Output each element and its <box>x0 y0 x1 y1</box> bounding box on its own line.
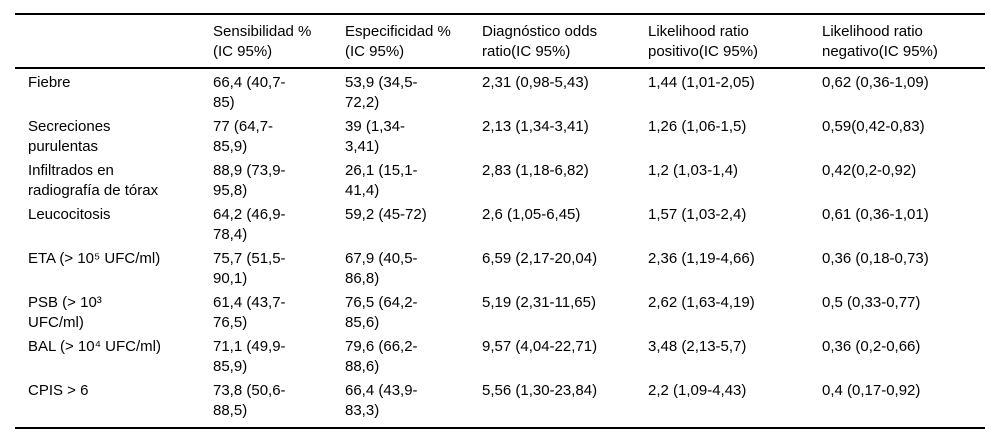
data-cell: 0,61 (0,36-1,01) <box>822 206 929 223</box>
data-cell: 71,1 (49,9- 85,9) <box>213 338 286 375</box>
row-label: CPIS > 6 <box>28 382 89 399</box>
table-row-cpis: CPIS > 6 73,8 (50,6- 88,5) 66,4 (43,9- 8… <box>15 377 985 428</box>
data-cell: 0,62 (0,36-1,09) <box>822 74 929 91</box>
data-cell: 0,36 (0,2-0,66) <box>822 338 921 355</box>
data-cell: 2,83 (1,18-6,82) <box>482 162 589 179</box>
data-cell: 0,5 (0,33-0,77) <box>822 294 921 311</box>
data-cell: 1,57 (1,03-2,4) <box>648 206 747 223</box>
header-row: Sensibilidad % (IC 95%) Especificidad % … <box>15 14 985 69</box>
row-label: BAL (> 10⁴ UFC/ml) <box>28 338 162 355</box>
row-label: Infiltrados en radiografía de tórax <box>28 162 159 199</box>
diagnostic-accuracy-table: Sensibilidad % (IC 95%) Especificidad % … <box>15 13 985 429</box>
row-label: Fiebre <box>28 74 71 91</box>
data-cell: 0,42(0,2-0,92) <box>822 162 917 179</box>
data-cell: 77 (64,7- 85,9) <box>213 118 274 155</box>
data-cell: 67,9 (40,5- 86,8) <box>345 250 418 287</box>
data-cell: 0,36 (0,18-0,73) <box>822 250 929 267</box>
table-row-leucocitosis: Leucocitosis 64,2 (46,9- 78,4) 59,2 (45-… <box>15 201 985 245</box>
data-cell: 79,6 (66,2- 88,6) <box>345 338 418 375</box>
data-cell: 76,5 (64,2- 85,6) <box>345 294 418 331</box>
row-label: Leucocitosis <box>28 206 111 223</box>
data-cell: 3,48 (2,13-5,7) <box>648 338 747 355</box>
data-cell: 64,2 (46,9- 78,4) <box>213 206 286 243</box>
data-cell: 5,56 (1,30-23,84) <box>482 382 598 399</box>
column-header-lr-negativo: Likelihood ratio negativo(IC 95%) <box>822 14 985 69</box>
data-cell: 26,1 (15,1- 41,4) <box>345 162 418 199</box>
data-cell: 2,6 (1,05-6,45) <box>482 206 581 223</box>
data-cell: 75,7 (51,5- 90,1) <box>213 250 286 287</box>
column-header-lr-positivo: Likelihood ratio positivo(IC 95%) <box>648 14 822 69</box>
data-cell: 2,62 (1,63-4,19) <box>648 294 755 311</box>
table-row-eta: ETA (> 10⁵ UFC/ml) 75,7 (51,5- 90,1) 67,… <box>15 245 985 289</box>
table-row-bal: BAL (> 10⁴ UFC/ml) 71,1 (49,9- 85,9) 79,… <box>15 333 985 377</box>
table-row-secreciones: Secreciones purulentas 77 (64,7- 85,9) 3… <box>15 113 985 157</box>
data-cell: 2,36 (1,19-4,66) <box>648 250 755 267</box>
column-header-especificidad: Especificidad % (IC 95%) <box>345 14 482 69</box>
data-cell: 53,9 (34,5- 72,2) <box>345 74 418 111</box>
row-label: PSB (> 10³ UFC/ml) <box>28 294 102 331</box>
data-cell: 66,4 (40,7- 85) <box>213 74 286 111</box>
data-cell: 1,44 (1,01-2,05) <box>648 74 755 91</box>
data-cell: 0,4 (0,17-0,92) <box>822 382 921 399</box>
data-cell: 5,19 (2,31-11,65) <box>482 294 596 311</box>
data-cell: 1,2 (1,03-1,4) <box>648 162 739 179</box>
column-header-odds-ratio: Diagnóstico odds ratio(IC 95%) <box>482 14 648 69</box>
data-cell: 0,59(0,42-0,83) <box>822 118 925 135</box>
data-cell: 2,31 (0,98-5,43) <box>482 74 589 91</box>
data-cell: 2,2 (1,09-4,43) <box>648 382 747 399</box>
data-cell: 2,13 (1,34-3,41) <box>482 118 589 135</box>
column-header-empty <box>15 14 213 69</box>
data-cell: 59,2 (45-72) <box>345 206 427 223</box>
data-cell: 66,4 (43,9- 83,3) <box>345 382 418 419</box>
row-label: Secreciones purulentas <box>28 118 111 155</box>
data-cell: 39 (1,34- 3,41) <box>345 118 406 155</box>
data-cell: 73,8 (50,6- 88,5) <box>213 382 286 419</box>
table-row-fiebre: Fiebre 66,4 (40,7- 85) 53,9 (34,5- 72,2)… <box>15 68 985 113</box>
row-label: ETA (> 10⁵ UFC/ml) <box>28 250 161 267</box>
data-cell: 61,4 (43,7- 76,5) <box>213 294 286 331</box>
table-row-psb: PSB (> 10³ UFC/ml) 61,4 (43,7- 76,5) 76,… <box>15 289 985 333</box>
table-row-infiltrados: Infiltrados en radiografía de tórax 88,9… <box>15 157 985 201</box>
data-cell: 9,57 (4,04-22,71) <box>482 338 598 355</box>
data-cell: 1,26 (1,06-1,5) <box>648 118 747 135</box>
data-cell: 88,9 (73,9- 95,8) <box>213 162 286 199</box>
data-cell: 6,59 (2,17-20,04) <box>482 250 598 267</box>
column-header-sensibilidad: Sensibilidad % (IC 95%) <box>213 14 345 69</box>
